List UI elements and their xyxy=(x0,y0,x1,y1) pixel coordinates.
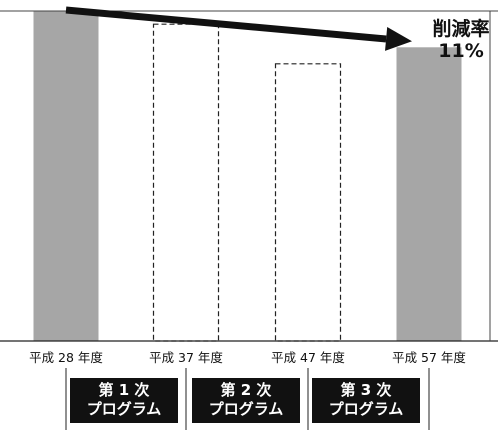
program-3-label: 第 3 次 プログラム xyxy=(312,378,420,423)
reduction-label: 削減率 xyxy=(432,18,490,40)
program-name: プログラム xyxy=(208,400,284,418)
bar xyxy=(396,47,462,342)
bars-group xyxy=(33,11,462,342)
reduction-arrow xyxy=(65,6,412,51)
x-tick-label: 平成 37 年度 xyxy=(149,350,223,365)
bar xyxy=(33,11,99,341)
program-connectors xyxy=(65,368,430,430)
x-tick-label: 平成 57 年度 xyxy=(392,350,466,365)
reduction-callout: 削減率 11% xyxy=(424,18,498,62)
reduction-value: 11% xyxy=(438,40,484,62)
x-tick-label: 平成 28 年度 xyxy=(29,350,103,365)
program-2-label: 第 2 次 プログラム xyxy=(192,378,300,423)
arrow-head xyxy=(385,27,412,51)
program-number: 第 3 次 xyxy=(340,381,392,399)
x-tick-label: 平成 47 年度 xyxy=(271,350,345,365)
program-number: 第 1 次 xyxy=(98,381,150,399)
program-number: 第 2 次 xyxy=(220,381,272,399)
bar-projected xyxy=(152,23,220,342)
program-name: プログラム xyxy=(86,400,162,418)
program-1-label: 第 1 次 プログラム xyxy=(70,378,178,423)
program-name: プログラム xyxy=(328,400,404,418)
bar-projected xyxy=(274,63,342,342)
arrow-shaft xyxy=(65,6,387,43)
